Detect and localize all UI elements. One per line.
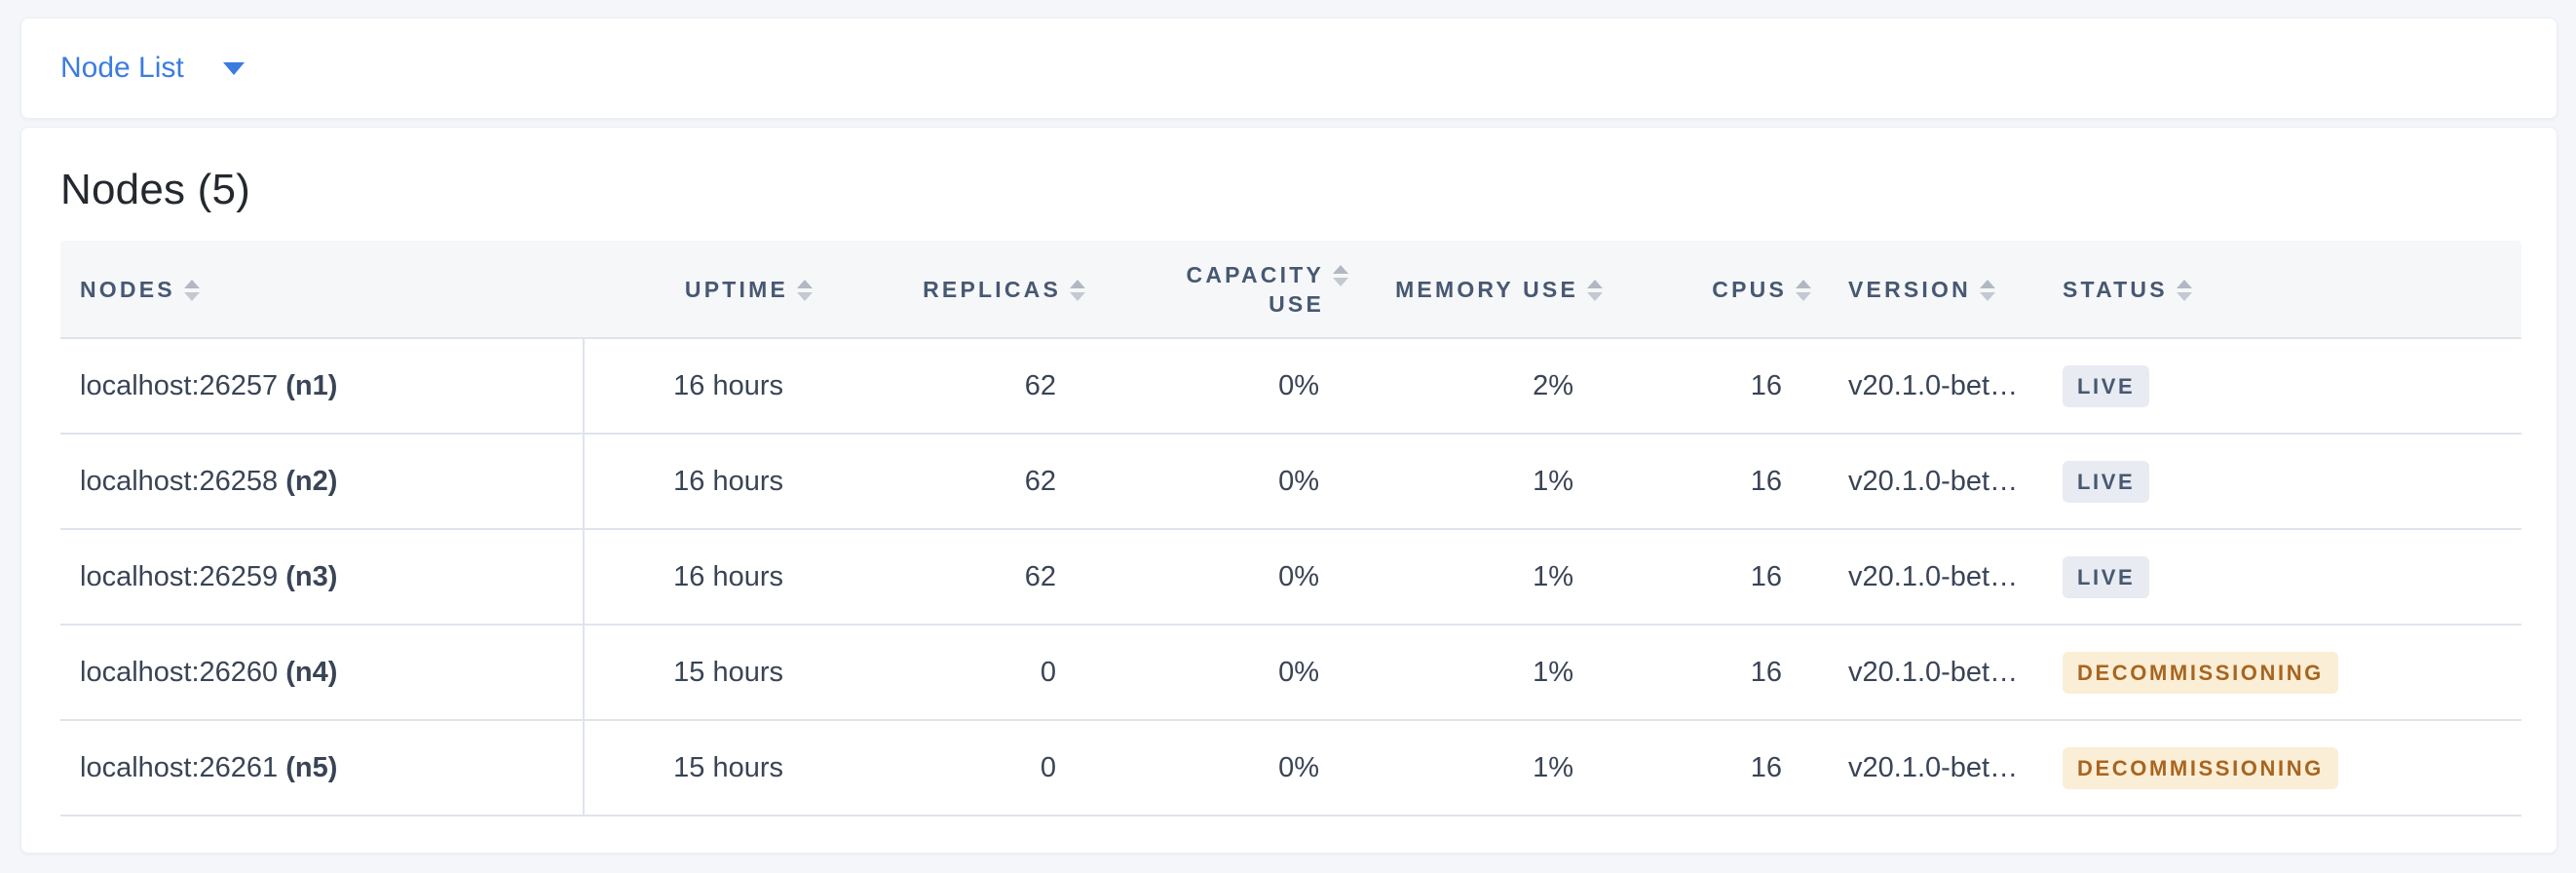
column-label: REPLICAS (923, 276, 1061, 302)
column-header-replicas[interactable]: REPLICAS (828, 241, 1101, 339)
capacity-use-cell: 0% (1101, 720, 1364, 816)
memory-use-cell: 1% (1364, 529, 1618, 626)
column-label: NODES (80, 276, 175, 302)
node-name: (n1) (285, 369, 338, 401)
table-row: localhost:26258 (n2) 16 hours 62 0% 1% 16 v20.… (60, 434, 2521, 530)
memory-use-cell: 1% (1364, 720, 1618, 816)
node-name: (n2) (285, 465, 338, 497)
memory-use-cell: 1% (1364, 625, 1618, 721)
node-address-cell: localhost:26257 (n1) (60, 338, 585, 435)
table-row: localhost:26260 (n4) 15 hours 0 0% 1% 16 v20.1… (60, 625, 2521, 721)
replicas-cell: 62 (828, 434, 1101, 530)
column-label: CAPACITY USE (1186, 261, 1324, 317)
column-label: UPTIME (684, 276, 788, 302)
page: Node List Nodes (5) NODES UPTIME REPLICAS C… (20, 18, 2557, 854)
cpus-cell: 16 (1618, 529, 1827, 626)
node-address: localhost:26258 (80, 465, 279, 497)
status-cell: DECOMMISSIONING (2047, 625, 2521, 721)
version-cell: v20.1.0-bet… (1827, 434, 2047, 530)
table-row: localhost:26261 (n5) 15 hours 0 0% 1% 16 v20.1… (60, 720, 2521, 816)
replicas-cell: 62 (828, 529, 1101, 626)
memory-use-cell: 2% (1364, 338, 1618, 435)
column-header-cpus[interactable]: CPUS (1618, 241, 1827, 339)
node-list-dropdown[interactable]: Node List (60, 52, 245, 85)
cpus-cell: 16 (1618, 720, 1827, 816)
capacity-use-cell: 0% (1101, 625, 1364, 721)
column-label: CPUS (1712, 276, 1787, 302)
version-cell: v20.1.0-bet… (1827, 338, 2047, 435)
column-header-version[interactable]: VERSION (1827, 241, 2047, 339)
uptime-cell: 15 hours (584, 720, 828, 816)
status-badge: DECOMMISSIONING (2063, 746, 2338, 789)
replicas-cell: 0 (828, 720, 1101, 816)
version-cell: v20.1.0-bet… (1827, 625, 2047, 721)
node-name: (n4) (285, 656, 338, 688)
column-header-uptime[interactable]: UPTIME (584, 241, 828, 339)
status-cell: LIVE (2047, 434, 2521, 530)
version-cell: v20.1.0-bet… (1827, 720, 2047, 816)
sort-arrows-icon (1979, 279, 1995, 301)
nodes-card: Nodes (5) NODES UPTIME REPLICAS CAPACITY US… (20, 127, 2557, 854)
node-address: localhost:26261 (80, 751, 279, 783)
node-address-cell: localhost:26260 (n4) (60, 625, 585, 721)
capacity-use-cell: 0% (1101, 338, 1364, 435)
column-header-capacity_use[interactable]: CAPACITY USE (1101, 241, 1364, 339)
status-badge: LIVE (2063, 460, 2150, 503)
uptime-cell: 16 hours (584, 434, 828, 530)
view-selector-bar: Node List (20, 18, 2557, 119)
cpus-cell: 16 (1618, 338, 1827, 435)
sort-arrows-icon (183, 279, 200, 301)
caret-down-icon (222, 61, 245, 75)
memory-use-cell: 1% (1364, 434, 1618, 530)
column-header-status[interactable]: STATUS (2047, 241, 2521, 339)
replicas-cell: 62 (828, 338, 1101, 435)
sort-arrows-icon (797, 279, 813, 301)
uptime-cell: 15 hours (584, 625, 828, 721)
column-label: MEMORY USE (1395, 276, 1578, 302)
node-address-cell: localhost:26258 (n2) (60, 434, 585, 530)
table-row: localhost:26257 (n1) 16 hours 62 0% 2% 16 v20.… (60, 338, 2521, 435)
column-label: STATUS (2063, 276, 2168, 302)
sort-arrows-icon (1070, 279, 1085, 301)
column-header-nodes[interactable]: NODES (60, 241, 584, 339)
capacity-use-cell: 0% (1101, 434, 1364, 530)
sort-arrows-icon (2176, 279, 2192, 301)
node-name: (n5) (285, 751, 338, 783)
node-address: localhost:26260 (80, 656, 279, 688)
cpus-cell: 16 (1618, 625, 1827, 721)
status-cell: LIVE (2047, 529, 2521, 626)
node-address: localhost:26257 (80, 369, 279, 401)
column-label: VERSION (1848, 276, 1971, 302)
page-title: Nodes (5) (60, 166, 250, 213)
sort-arrows-icon (1333, 264, 1348, 286)
node-address-cell: localhost:26259 (n3) (60, 529, 585, 626)
capacity-use-cell: 0% (1101, 529, 1364, 626)
status-badge: DECOMMISSIONING (2063, 651, 2338, 694)
cpus-cell: 16 (1618, 434, 1827, 530)
table-header: NODES UPTIME REPLICAS CAPACITY USE MEMORY US… (60, 241, 2521, 339)
uptime-cell: 16 hours (584, 338, 828, 435)
status-cell: LIVE (2047, 338, 2521, 435)
node-list-dropdown-label: Node List (60, 52, 184, 84)
sort-arrows-icon (1587, 279, 1603, 301)
uptime-cell: 16 hours (584, 529, 828, 626)
status-cell: DECOMMISSIONING (2047, 720, 2521, 816)
table-row: localhost:26259 (n3) 16 hours 62 0% 1% 16 v20.… (60, 529, 2521, 626)
node-name: (n3) (285, 560, 338, 592)
status-badge: LIVE (2063, 364, 2150, 407)
nodes-table: NODES UPTIME REPLICAS CAPACITY USE MEMORY US… (60, 241, 2521, 816)
replicas-cell: 0 (828, 625, 1101, 721)
node-address: localhost:26259 (80, 560, 279, 592)
version-cell: v20.1.0-bet… (1827, 529, 2047, 626)
sort-arrows-icon (1796, 279, 1811, 301)
status-badge: LIVE (2063, 555, 2150, 598)
node-address-cell: localhost:26261 (n5) (60, 720, 585, 816)
column-header-memory_use[interactable]: MEMORY USE (1364, 241, 1618, 339)
